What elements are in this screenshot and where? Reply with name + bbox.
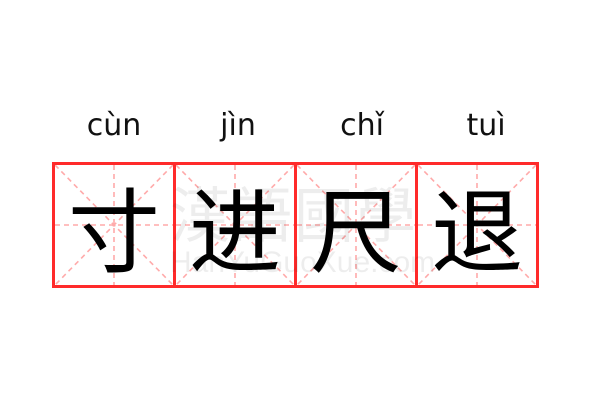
grid-guide-lines [418,165,536,285]
character: 进 [188,179,281,287]
grid-guide-lines [55,165,173,285]
character-grid: 寸 进 尺 退 [52,162,548,288]
pinyin-4: tuì [466,108,506,143]
grid-cell: 尺 [294,162,418,288]
pinyin-2: jìn [220,108,256,143]
pinyin-1: cùn [86,108,142,143]
grid-cell: 退 [415,162,539,288]
grid-guide-lines [297,165,415,285]
character: 尺 [309,179,402,287]
pinyin-3: chǐ [340,108,384,143]
character: 寸 [67,179,160,287]
grid-cell: 进 [173,162,297,288]
grid-guide-lines [176,165,294,285]
grid-cell: 寸 [52,162,176,288]
character: 退 [430,179,523,287]
